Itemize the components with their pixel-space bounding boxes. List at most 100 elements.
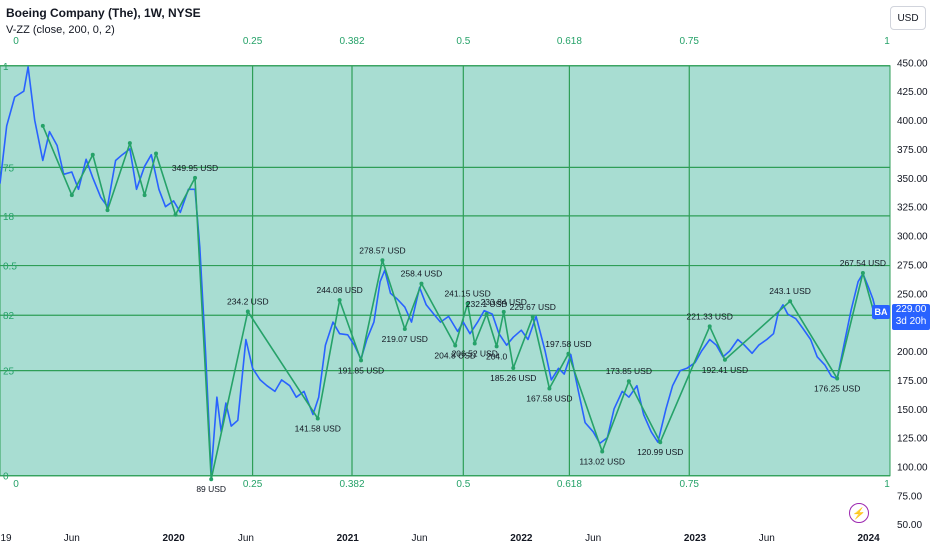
zigzag-pivot-point: [380, 258, 385, 263]
y-tick-label: 175.00: [897, 376, 928, 387]
price-box: 229.00 3d 20h: [892, 304, 930, 330]
fib-left-label: 82: [3, 311, 15, 322]
x-axis: 19 Jun 2020 Jun 2021 Jun 2022 Jun 2023 Jun 2024: [0, 533, 880, 544]
x-tick-label: Jun: [585, 533, 601, 544]
x-tick-label: 2023: [684, 533, 707, 544]
zigzag-pivot-point: [860, 271, 865, 276]
y-tick-label: 400.00: [897, 116, 928, 127]
y-tick-label: 325.00: [897, 203, 928, 214]
pivot-label: 278.57 USD: [359, 245, 405, 255]
y-axis: 450.00 425.00 400.00 375.00 350.00 325.00 300.…: [897, 58, 928, 531]
zigzag-pivot-point: [722, 357, 727, 362]
pivot-label: 258.4 USD: [401, 269, 443, 279]
pivot-label: 229.67 USD: [510, 302, 556, 312]
zigzag-pivot-point: [402, 326, 407, 331]
fib-bottom-label: 0.25: [243, 479, 263, 490]
y-tick-label: 450.00: [897, 58, 928, 69]
zigzag-pivot-point: [658, 440, 663, 445]
zigzag-pivot-point: [511, 366, 516, 371]
pivot-label: 206.52 USD: [452, 348, 498, 358]
fib-left-label: 18: [3, 212, 15, 223]
fib-left-label: 0.5: [3, 262, 17, 273]
zigzag-pivot-point: [453, 343, 458, 348]
fib-level-labels: 0 0.25 0.382 0.5 0.618 0.75 1 0 0.25 0.382 0.5 0.61…: [3, 36, 890, 490]
zigzag-pivot-point: [245, 309, 250, 314]
last-price-tag: BA 229.00 3d 20h: [872, 304, 930, 330]
zigzag-pivot-point: [105, 208, 110, 213]
zigzag-pivot-point: [547, 386, 552, 391]
fib-top-label: 0.25: [243, 36, 263, 47]
zigzag-pivot-point: [835, 376, 840, 381]
x-tick-label: Jun: [64, 533, 80, 544]
y-tick-label: 350.00: [897, 174, 928, 185]
zigzag-pivot-point: [142, 193, 147, 198]
zigzag-pivot-point: [127, 141, 132, 146]
y-tick-label: 275.00: [897, 260, 928, 271]
fib-bottom-label: 1: [884, 479, 890, 490]
y-tick-label: 150.00: [897, 405, 928, 416]
zigzag-pivot-point: [337, 298, 342, 303]
last-price: 229.00: [895, 304, 927, 315]
pivot-label: 234.2 USD: [227, 297, 269, 307]
pivot-label: 192.41 USD: [702, 365, 748, 375]
pivot-label: 197.58 USD: [545, 339, 591, 349]
pivot-label: 232.1 USD: [466, 299, 508, 309]
pivot-label: 243.1 USD: [769, 286, 811, 296]
y-tick-label: 425.00: [897, 87, 928, 98]
fib-top-label: 1: [884, 36, 890, 47]
fib-bottom-label: 0: [13, 479, 19, 490]
lightning-icon[interactable]: ⚡: [849, 503, 869, 523]
zigzag-line: [42, 125, 877, 480]
y-tick-label: 125.00: [897, 434, 928, 445]
pivot-label: 349.95 USD: [172, 163, 218, 173]
pivot-label: 241.15 USD: [444, 288, 490, 298]
x-tick-label: 2022: [510, 533, 533, 544]
x-tick-label: Jun: [759, 533, 775, 544]
fib-level-lines: [0, 65, 890, 477]
fib-bottom-label: 0.5: [456, 479, 470, 490]
y-tick-label: 250.00: [897, 289, 928, 300]
x-tick-label: 2020: [162, 533, 185, 544]
zigzag-pivot-point: [173, 212, 178, 217]
zigzag-series: [40, 123, 878, 482]
currency-button[interactable]: USD: [890, 6, 926, 30]
y-tick-label: 300.00: [897, 232, 928, 243]
pivot-label: 204.0: [486, 351, 508, 361]
zigzag-pivot-point: [566, 351, 571, 356]
x-tick-label: 19: [0, 533, 12, 544]
pivot-label: 267.54 USD: [840, 258, 886, 268]
y-tick-label: 200.00: [897, 347, 928, 358]
zigzag-pivot-point: [626, 379, 631, 384]
fib-bottom-label: 0.618: [557, 479, 582, 490]
fib-box-fill: [0, 65, 891, 477]
fib-left-label: 1: [3, 62, 9, 73]
indicator-label[interactable]: V-ZZ (close, 200, 0, 2): [6, 24, 115, 36]
zigzag-pivot-point: [154, 151, 159, 156]
y-tick-label: 100.00: [897, 462, 928, 473]
pivot-label: 89 USD: [196, 484, 226, 494]
zigzag-pivot-point: [484, 311, 489, 316]
zigzag-pivot-point: [472, 341, 477, 346]
pivot-label: 176.25 USD: [814, 383, 860, 393]
pivot-label: 167.58 USD: [526, 393, 572, 403]
x-tick-label: Jun: [238, 533, 254, 544]
fib-top-label: 0: [13, 36, 19, 47]
zigzag-pivot-point: [707, 324, 712, 329]
fib-top-label: 0.5: [456, 36, 470, 47]
zigzag-pivot-point: [193, 175, 198, 180]
zigzag-pivot-point: [359, 358, 364, 363]
pivot-label: 244.08 USD: [316, 285, 362, 295]
chart-title: Boeing Company (The), 1W, NYSE: [6, 6, 201, 20]
pivot-annotations: 349.95 USD 89 USD 234.2 USD 141.58 USD 244.0…: [172, 163, 886, 494]
pivot-label: 141.58 USD: [295, 423, 341, 433]
pivot-label: 191.85 USD: [338, 365, 384, 375]
pivot-label: 233.84 USD: [481, 297, 527, 307]
zigzag-pivot-point: [40, 123, 45, 128]
zigzag-pivot-point: [315, 416, 320, 421]
fib-top-label: 0.618: [557, 36, 582, 47]
zigzag-pivot-point: [465, 301, 470, 306]
fib-top-label: 0.382: [339, 36, 364, 47]
pivot-label: 120.99 USD: [637, 447, 683, 457]
x-tick-label: 2021: [337, 533, 360, 544]
